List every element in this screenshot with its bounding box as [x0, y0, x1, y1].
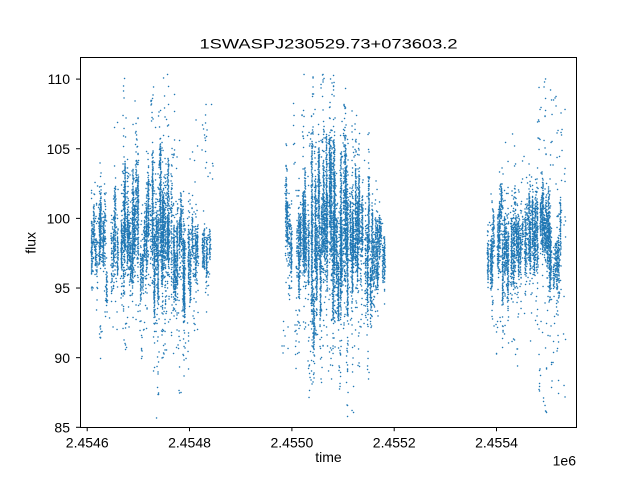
svg-text:2.4554: 2.4554: [475, 434, 518, 450]
svg-text:100: 100: [47, 210, 71, 226]
svg-text:90: 90: [54, 350, 70, 366]
svg-text:1e6: 1e6: [553, 453, 577, 469]
svg-text:flux: flux: [22, 232, 38, 254]
svg-text:time: time: [315, 449, 342, 465]
svg-text:2.4548: 2.4548: [168, 434, 211, 450]
svg-text:2.4552: 2.4552: [373, 434, 416, 450]
svg-text:105: 105: [47, 141, 71, 157]
svg-text:2.4550: 2.4550: [270, 434, 313, 450]
svg-text:95: 95: [54, 280, 70, 296]
svg-text:85: 85: [54, 419, 70, 435]
svg-text:2.4546: 2.4546: [66, 434, 109, 450]
svg-text:110: 110: [48, 71, 71, 87]
svg-text:1SWASPJ230529.73+073603.2: 1SWASPJ230529.73+073603.2: [200, 36, 458, 52]
